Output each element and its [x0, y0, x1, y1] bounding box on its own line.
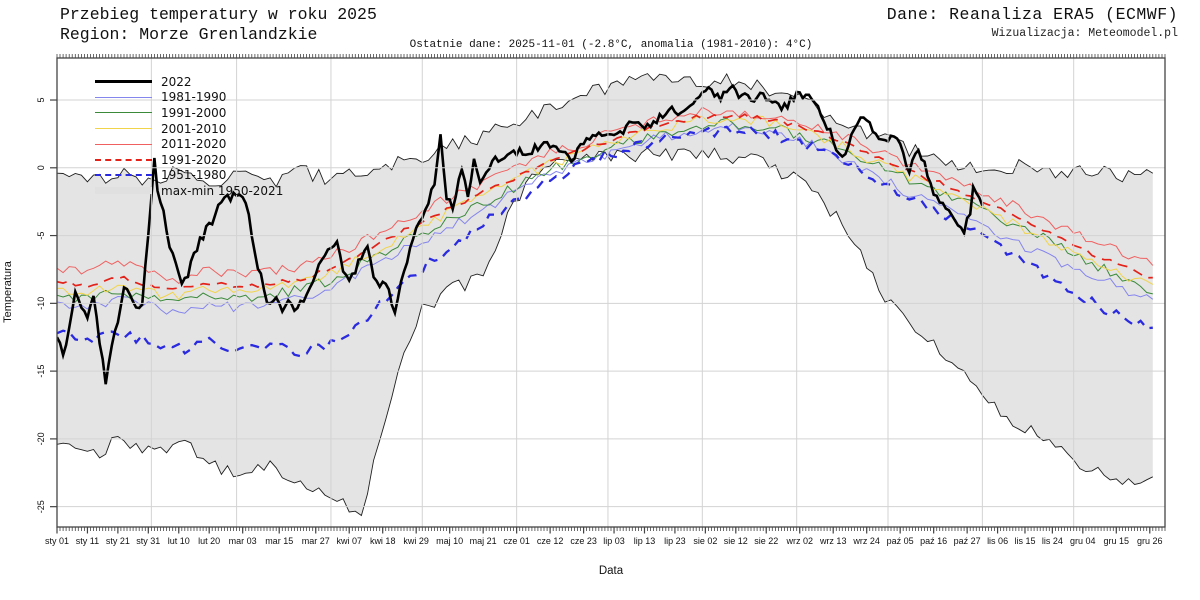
data-source: Dane: Reanaliza ERA5 (ECMWF)	[886, 5, 1178, 24]
svg-text:wrz 13: wrz 13	[819, 536, 847, 546]
legend-item-1991-2000: 1991-2000	[95, 105, 283, 121]
svg-text:mar 15: mar 15	[265, 536, 293, 546]
series-2011-2020	[57, 106, 1154, 285]
svg-text:-5: -5	[36, 232, 46, 240]
svg-text:kwi 18: kwi 18	[370, 536, 396, 546]
svg-text:paź 05: paź 05	[887, 536, 914, 546]
legend-item-2001-2010: 2001-2010	[95, 121, 283, 137]
svg-text:maj 10: maj 10	[436, 536, 463, 546]
svg-text:-25: -25	[36, 500, 46, 513]
page-title: Przebieg temperatury w roku 2025	[60, 5, 377, 24]
svg-text:paź 16: paź 16	[920, 536, 947, 546]
svg-text:sie 02: sie 02	[693, 536, 717, 546]
series-1991-2000	[57, 117, 1153, 303]
svg-text:sty 31: sty 31	[136, 536, 160, 546]
svg-text:lut 10: lut 10	[168, 536, 190, 546]
region-label: Region: Morze Grenlandzkie	[60, 25, 318, 44]
tick-marks	[50, 54, 1166, 534]
svg-text:-15: -15	[36, 365, 46, 378]
x-tick-labels: sty 01 sty 11 sty 21 sty 31 lut 10 lut 20 mar …	[45, 536, 1163, 546]
legend-swatch	[95, 96, 152, 98]
svg-text:gru 04: gru 04	[1070, 536, 1096, 546]
svg-text:kwi 29: kwi 29	[403, 536, 429, 546]
series-1951-1980	[57, 125, 1153, 358]
legend-swatch	[95, 187, 152, 195]
legend-swatch	[95, 112, 152, 114]
y-axis-title: Temperatura	[2, 261, 14, 323]
svg-text:sty 11: sty 11	[76, 536, 99, 546]
svg-text:lis 06: lis 06	[987, 536, 1008, 546]
svg-text:lut 20: lut 20	[198, 536, 220, 546]
svg-text:-10: -10	[36, 297, 46, 310]
svg-text:gru 15: gru 15	[1104, 536, 1130, 546]
legend-swatch	[95, 143, 152, 145]
svg-text:lip 03: lip 03	[603, 536, 625, 546]
svg-text:mar 03: mar 03	[229, 536, 257, 546]
legend-label: 1951-1980	[161, 168, 227, 183]
legend-swatch	[95, 128, 152, 130]
legend-item-1991-2020: 1991-2020	[95, 152, 283, 168]
chart-legend: 2022 1981-1990 1991-2000 2001-2010 2011-2020…	[95, 74, 283, 199]
last-data-subtitle: Ostatnie dane: 2025-11-01 (-2.8°C, anoma…	[409, 39, 813, 51]
svg-text:sie 22: sie 22	[754, 536, 778, 546]
svg-text:cze 12: cze 12	[537, 536, 564, 546]
svg-text:lip 13: lip 13	[634, 536, 656, 546]
svg-text:sie 12: sie 12	[724, 536, 748, 546]
svg-text:5: 5	[36, 97, 46, 102]
legend-item-1951-1980: 1951-1980	[95, 168, 283, 184]
legend-swatch	[95, 80, 152, 84]
svg-text:sty 21: sty 21	[106, 536, 130, 546]
legend-label: 1991-2020	[161, 152, 227, 167]
legend-label: 1981-1990	[161, 90, 227, 105]
svg-text:lip 23: lip 23	[664, 536, 686, 546]
band-max-outline	[57, 72, 1154, 188]
band-min-outline	[57, 147, 1153, 517]
svg-text:0: 0	[36, 165, 46, 170]
legend-item-max-min-1950-2021: max-min 1950-2021	[95, 183, 283, 199]
svg-text:kwi 07: kwi 07	[336, 536, 362, 546]
legend-label: 1991-2000	[161, 105, 227, 120]
svg-text:-20: -20	[36, 432, 46, 445]
legend-item-1981-1990: 1981-1990	[95, 90, 283, 106]
legend-item-2011-2020: 2011-2020	[95, 136, 283, 152]
legend-label: 2011-2020	[161, 137, 227, 152]
svg-text:maj 21: maj 21	[470, 536, 497, 546]
svg-text:wrz 02: wrz 02	[785, 536, 813, 546]
legend-swatch	[95, 174, 152, 177]
svg-text:lis 24: lis 24	[1042, 536, 1063, 546]
svg-text:wrz 24: wrz 24	[852, 536, 880, 546]
legend-label: max-min 1950-2021	[161, 183, 284, 198]
x-axis-title: Data	[598, 565, 624, 577]
svg-text:cze 01: cze 01	[503, 536, 530, 546]
legend-swatch	[95, 158, 152, 161]
series-1991-2020	[57, 113, 1153, 290]
svg-text:mar 27: mar 27	[302, 536, 330, 546]
svg-text:cze 23: cze 23	[570, 536, 597, 546]
gridlines	[57, 58, 1165, 527]
legend-label: 2001-2010	[161, 121, 227, 136]
series-1981-1990	[57, 122, 1154, 315]
svg-text:lis 15: lis 15	[1014, 536, 1035, 546]
svg-text:paź 27: paź 27	[954, 536, 981, 546]
svg-text:sty 01: sty 01	[45, 536, 69, 546]
legend-item-2022: 2022	[95, 74, 283, 90]
y-tick-labels: 5 0 -5 -10 -15 -20 -25	[36, 97, 46, 513]
legend-label: 2022	[161, 74, 192, 89]
visualization-credit: Wizualizacja: Meteomodel.pl	[991, 27, 1178, 40]
series-2022	[57, 83, 984, 385]
svg-text:gru 26: gru 26	[1137, 536, 1163, 546]
